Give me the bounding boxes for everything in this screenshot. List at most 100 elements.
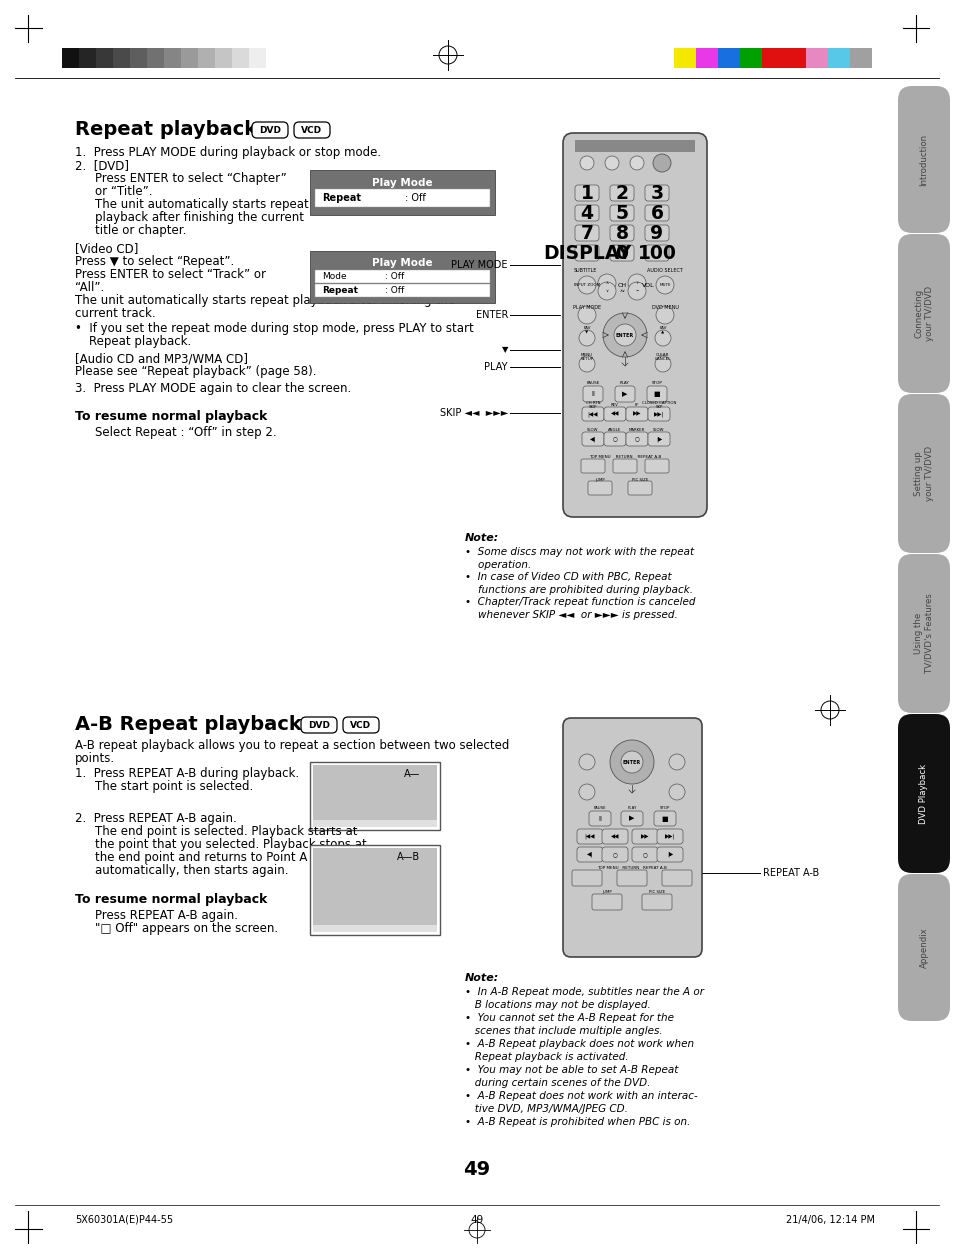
FancyBboxPatch shape xyxy=(644,205,668,222)
Text: 6: 6 xyxy=(650,204,662,223)
Text: 0: 0 xyxy=(615,243,628,262)
Text: |◀◀: |◀◀ xyxy=(587,412,598,417)
Text: VCD: VCD xyxy=(350,720,371,729)
Text: [Video CD]: [Video CD] xyxy=(75,242,138,256)
Bar xyxy=(314,189,490,206)
FancyBboxPatch shape xyxy=(615,387,635,402)
Bar xyxy=(147,48,164,68)
FancyBboxPatch shape xyxy=(631,847,658,862)
Text: PLAY: PLAY xyxy=(484,363,507,371)
Text: •  A-B Repeat playback does not work when: • A-B Repeat playback does not work when xyxy=(464,1039,694,1049)
Text: MUTE: MUTE xyxy=(659,283,670,287)
Text: A-B Repeat playback: A-B Repeat playback xyxy=(75,715,301,734)
FancyBboxPatch shape xyxy=(897,86,949,233)
Text: PLAY MODE: PLAY MODE xyxy=(573,305,600,310)
FancyBboxPatch shape xyxy=(581,432,603,446)
Circle shape xyxy=(656,306,673,324)
Text: Select Repeat : “Off” in step 2.: Select Repeat : “Off” in step 2. xyxy=(95,426,276,439)
Text: A—: A— xyxy=(403,769,419,779)
Text: The end point is selected. Playback starts at: The end point is selected. Playback star… xyxy=(95,825,357,838)
Bar xyxy=(310,845,439,935)
Text: ▶: ▶ xyxy=(629,816,634,822)
FancyBboxPatch shape xyxy=(575,225,598,240)
Bar xyxy=(827,48,849,68)
FancyBboxPatch shape xyxy=(613,460,637,473)
FancyBboxPatch shape xyxy=(627,481,651,495)
Circle shape xyxy=(578,306,596,324)
Text: B locations may not be displayed.: B locations may not be displayed. xyxy=(464,1000,650,1010)
Bar xyxy=(266,48,283,68)
Circle shape xyxy=(668,754,684,771)
Text: Setting up
your TV/DVD: Setting up your TV/DVD xyxy=(913,446,933,501)
FancyBboxPatch shape xyxy=(897,554,949,713)
FancyBboxPatch shape xyxy=(897,394,949,553)
Text: To resume normal playback: To resume normal playback xyxy=(75,410,267,423)
Text: JUMP: JUMP xyxy=(601,890,611,894)
Bar xyxy=(310,170,495,215)
Text: MENU
SETUP: MENU SETUP xyxy=(579,353,593,361)
FancyBboxPatch shape xyxy=(592,894,621,910)
Circle shape xyxy=(627,274,645,292)
Text: 49: 49 xyxy=(463,1160,490,1178)
Bar xyxy=(164,48,181,68)
Text: PAUSE: PAUSE xyxy=(593,806,606,810)
Text: +: + xyxy=(635,281,639,285)
FancyBboxPatch shape xyxy=(587,481,612,495)
Text: Play Mode: Play Mode xyxy=(372,258,433,268)
Text: ◀|: ◀| xyxy=(589,437,596,442)
FancyBboxPatch shape xyxy=(644,185,668,201)
FancyBboxPatch shape xyxy=(603,432,625,446)
FancyBboxPatch shape xyxy=(657,828,682,844)
Text: playback after finishing the current: playback after finishing the current xyxy=(95,212,304,224)
Text: •  Chapter/Track repeat function is canceled: • Chapter/Track repeat function is cance… xyxy=(464,597,695,607)
Circle shape xyxy=(579,156,594,170)
Circle shape xyxy=(604,156,618,170)
Circle shape xyxy=(655,330,670,346)
FancyBboxPatch shape xyxy=(661,870,691,886)
FancyBboxPatch shape xyxy=(562,718,701,957)
Text: 1.  Press PLAY MODE during playback or stop mode.: 1. Press PLAY MODE during playback or st… xyxy=(75,146,381,159)
Circle shape xyxy=(602,313,646,358)
Text: VCD: VCD xyxy=(301,126,322,135)
Text: 7: 7 xyxy=(579,224,593,243)
FancyBboxPatch shape xyxy=(609,205,634,222)
Circle shape xyxy=(668,784,684,799)
Text: REPEAT A-B: REPEAT A-B xyxy=(762,867,819,878)
Text: the end point and returns to Point A: the end point and returns to Point A xyxy=(95,851,307,864)
FancyBboxPatch shape xyxy=(601,847,627,862)
Text: scenes that include multiple angles.: scenes that include multiple angles. xyxy=(464,1026,662,1036)
Text: ENTER: ENTER xyxy=(476,310,507,320)
Text: automatically, then starts again.: automatically, then starts again. xyxy=(95,864,288,878)
Bar xyxy=(310,762,439,830)
Bar xyxy=(718,48,740,68)
Bar xyxy=(314,285,490,297)
Text: Note:: Note: xyxy=(464,973,498,983)
Circle shape xyxy=(614,324,636,346)
FancyBboxPatch shape xyxy=(625,407,647,421)
Bar xyxy=(314,269,490,283)
Text: Please see “Repeat playback” (page 58).: Please see “Repeat playback” (page 58). xyxy=(75,365,316,378)
Text: CH RTN
SKIP: CH RTN SKIP xyxy=(585,400,599,409)
Text: ◀◀: ◀◀ xyxy=(610,412,618,417)
Text: Repeat: Repeat xyxy=(322,286,357,295)
Text: •  You may not be able to set A-B Repeat: • You may not be able to set A-B Repeat xyxy=(464,1065,678,1075)
Text: ○: ○ xyxy=(612,437,617,442)
Text: 5: 5 xyxy=(615,204,628,223)
Text: •  A-B Repeat is prohibited when PBC is on.: • A-B Repeat is prohibited when PBC is o… xyxy=(464,1117,690,1127)
Text: Introduction: Introduction xyxy=(919,133,927,185)
Text: CH: CH xyxy=(617,282,626,287)
Text: II: II xyxy=(590,392,595,397)
Text: CLEAR
CANCEL: CLEAR CANCEL xyxy=(654,353,671,361)
Text: ○: ○ xyxy=(634,437,639,442)
FancyBboxPatch shape xyxy=(588,811,610,826)
Text: •  Some discs may not work with the repeat: • Some discs may not work with the repea… xyxy=(464,546,694,556)
Text: ▶▶: ▶▶ xyxy=(640,833,649,838)
Text: ■: ■ xyxy=(653,392,659,397)
Text: 1: 1 xyxy=(580,184,593,203)
FancyBboxPatch shape xyxy=(654,811,676,826)
Circle shape xyxy=(578,330,595,346)
Text: 21/4/06, 12:14 PM: 21/4/06, 12:14 PM xyxy=(785,1215,874,1225)
Text: Play Mode: Play Mode xyxy=(372,178,433,188)
Text: SLOW: SLOW xyxy=(587,428,598,432)
FancyBboxPatch shape xyxy=(343,716,378,733)
